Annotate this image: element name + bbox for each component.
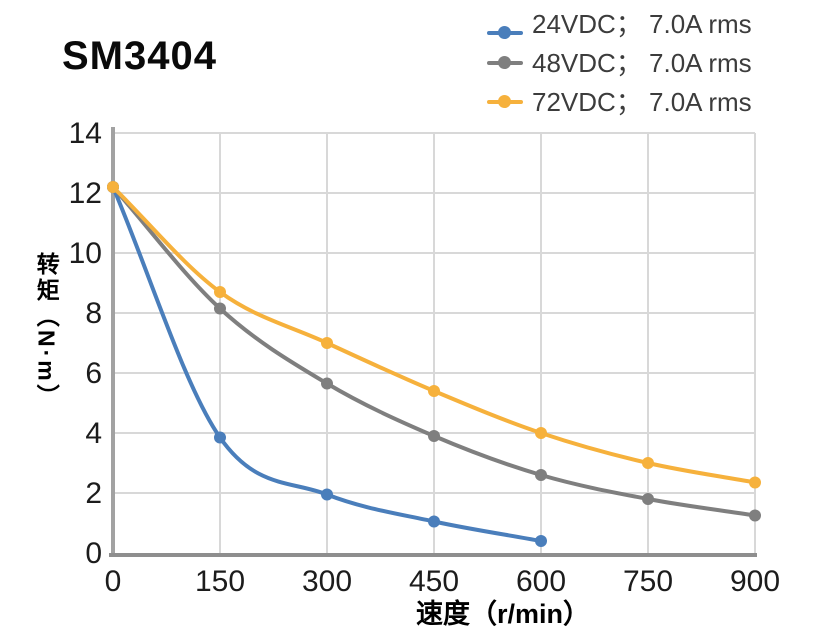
line-dot-marker-icon <box>487 25 523 40</box>
y-tick-label: 10 <box>69 237 102 270</box>
y-axis-title: 转矩（N·m） <box>33 252 60 410</box>
x-tick-label: 0 <box>105 565 122 598</box>
data-point-marker <box>321 377 333 390</box>
x-tick-label: 300 <box>302 565 352 598</box>
page-title: SM3404 <box>62 34 217 78</box>
legend-item-72vdc: 72VDC； 7.0A rms <box>487 82 752 121</box>
x-tick-label: 150 <box>195 565 245 598</box>
y-tick-label: 4 <box>85 417 102 450</box>
data-point-marker <box>428 515 440 528</box>
series-line-0 <box>111 185 543 543</box>
data-point-marker <box>428 385 440 397</box>
data-point-marker <box>642 457 654 469</box>
line-dot-marker-icon <box>487 94 523 109</box>
x-tick-label: 750 <box>623 565 673 598</box>
data-point-marker <box>107 181 119 193</box>
x-tick-label: 450 <box>409 565 459 598</box>
data-point-marker <box>749 509 761 522</box>
legend: 24VDC； 7.0A rms 48VDC； 7.0A rms 72VDC； 7… <box>487 4 752 121</box>
data-point-marker <box>535 469 547 481</box>
y-tick-label: 14 <box>69 117 102 150</box>
data-point-marker <box>214 302 226 315</box>
y-tick-label: 0 <box>85 537 102 570</box>
legend-item-label: 24VDC； 7.0A rms <box>532 8 752 39</box>
x-tick-label: 600 <box>516 565 566 598</box>
y-tick-label: 8 <box>85 297 102 330</box>
data-point-marker <box>428 430 440 442</box>
y-tick-label: 2 <box>85 477 102 510</box>
data-point-marker <box>321 337 333 349</box>
y-tick-label: 12 <box>69 177 102 210</box>
data-point-marker <box>642 493 654 505</box>
legend-item-label: 48VDC； 7.0A rms <box>532 47 752 78</box>
x-axis-title: 速度（r/min） <box>415 599 590 629</box>
y-tick-label: 6 <box>85 357 102 390</box>
data-point-marker <box>214 286 226 298</box>
legend-item-24vdc: 24VDC； 7.0A rms <box>487 4 752 43</box>
legend-item-48vdc: 48VDC； 7.0A rms <box>487 43 752 82</box>
data-point-marker <box>535 427 547 439</box>
line-dot-marker-icon <box>487 55 523 70</box>
data-point-marker <box>535 535 547 547</box>
data-point-marker <box>749 476 761 489</box>
data-point-marker <box>214 431 226 444</box>
legend-item-label: 72VDC； 7.0A rms <box>532 86 752 117</box>
x-tick-label: 900 <box>730 565 780 598</box>
data-point-marker <box>321 488 333 501</box>
